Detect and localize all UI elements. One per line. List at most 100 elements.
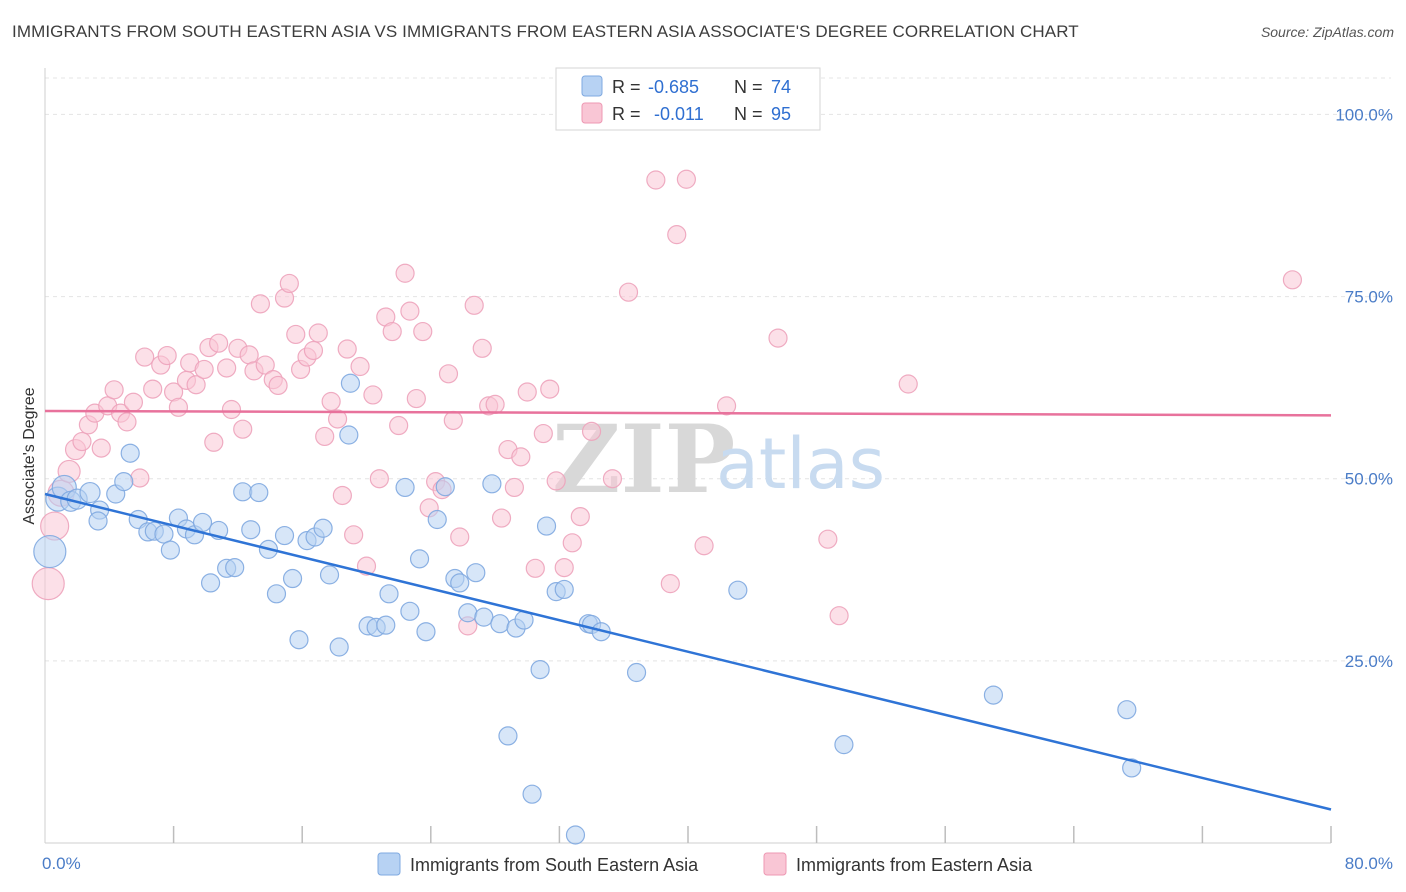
south-eastern-asia-point [435, 477, 455, 497]
south-eastern-asia-point [834, 735, 854, 755]
eastern-asia-point [186, 375, 206, 395]
south-eastern-asia-point [474, 607, 494, 627]
south-eastern-asia-point [329, 637, 349, 657]
eastern-asia-point [369, 469, 389, 489]
south-eastern-asia-point [274, 525, 295, 546]
eastern-asia-point [194, 359, 214, 380]
eastern-asia-point [546, 471, 566, 491]
south-eastern-asia-point [192, 512, 213, 533]
eastern-asia-point [1282, 270, 1303, 290]
x-tick-label-min: 0.0% [42, 854, 81, 873]
y-tick-label: 75.0% [1345, 288, 1393, 307]
x-tick-label-max: 80.0% [1345, 854, 1393, 873]
south-eastern-asia-point [728, 580, 748, 600]
south-eastern-asia-point [458, 603, 478, 623]
eastern-asia-point [239, 345, 259, 365]
eastern-asia-point [829, 606, 849, 626]
eastern-asia-point [540, 379, 560, 399]
series-south-eastern-asia-points [33, 373, 1142, 845]
eastern-asia-point [315, 426, 335, 447]
south-eastern-asia-point [282, 568, 303, 589]
south-eastern-asia-point [1117, 700, 1137, 720]
legend-r-value-1: -0.685 [648, 77, 699, 97]
watermark-atlas: atlas [716, 423, 885, 505]
y-axis-label: Associate's Degree [21, 387, 38, 524]
eastern-asia-point [554, 557, 574, 578]
south-eastern-asia-point [376, 615, 396, 635]
south-eastern-asia-point [482, 474, 502, 494]
eastern-asia-point [217, 358, 237, 378]
south-eastern-asia-point [88, 511, 108, 531]
x-ticks [172, 826, 1332, 843]
eastern-asia-point [450, 527, 470, 547]
y-tick-label: 25.0% [1345, 652, 1393, 671]
bottom-legend-swatch-pink [763, 852, 787, 876]
eastern-asia-point [389, 415, 409, 436]
eastern-asia-point [581, 421, 602, 441]
eastern-asia-point [438, 364, 459, 384]
eastern-asia-point [204, 432, 224, 452]
eastern-asia-point [472, 338, 492, 358]
eastern-asia-point [694, 536, 714, 556]
eastern-asia-point [667, 225, 687, 245]
south-eastern-asia-point [339, 425, 359, 445]
south-eastern-asia-point [340, 373, 361, 393]
eastern-asia-point [233, 419, 253, 439]
eastern-asia-point [646, 170, 666, 190]
eastern-asia-point [303, 340, 324, 361]
south-eastern-asia-point [395, 477, 415, 498]
south-eastern-asia-point [379, 584, 399, 604]
legend-r-label-1: R = [612, 77, 641, 97]
trend-lines [44, 409, 1332, 811]
eastern-asia-point [898, 374, 918, 394]
south-eastern-asia-point [1122, 758, 1142, 778]
eastern-asia-point [768, 328, 788, 348]
legend-n-label-2: N = [734, 104, 763, 124]
eastern-asia-point [157, 345, 177, 366]
watermark-zip: ZIP [552, 405, 735, 515]
south-eastern-asia-point [498, 726, 518, 746]
legend-swatch-blue [581, 75, 603, 97]
eastern-asia-point [209, 333, 229, 353]
chart-title: IMMIGRANTS FROM SOUTH EASTERN ASIA VS IM… [12, 22, 1079, 41]
south-eastern-asia-point [249, 482, 269, 503]
trend-line-eastern-asia [44, 409, 1332, 417]
eastern-asia-point [321, 391, 341, 412]
eastern-asia-point [413, 321, 433, 342]
eastern-asia-point [337, 339, 357, 359]
eastern-asia-point [250, 294, 271, 314]
eastern-asia-point [511, 447, 531, 467]
south-eastern-asia-point [266, 584, 287, 604]
eastern-asia-point [135, 347, 155, 367]
eastern-asia-point [676, 169, 696, 189]
eastern-asia-point [332, 485, 352, 506]
south-eastern-asia-point [241, 520, 261, 540]
eastern-asia-point [130, 468, 150, 488]
eastern-asia-point [286, 324, 306, 345]
south-eastern-asia-point [289, 630, 309, 650]
south-eastern-asia-point [120, 443, 140, 463]
eastern-asia-point [363, 385, 383, 405]
south-eastern-asia-point [565, 825, 586, 845]
south-eastern-asia-point [466, 563, 486, 583]
south-eastern-asia-point [450, 573, 470, 593]
trend-line-south-eastern-asia [44, 492, 1332, 811]
south-eastern-asia-point [416, 622, 436, 642]
eastern-asia-point [327, 409, 348, 429]
bottom-legend-label-blue: Immigrants from South Eastern Asia [410, 855, 699, 875]
legend-swatch-pink [581, 102, 603, 124]
eastern-asia-point [562, 533, 582, 553]
south-eastern-asia-point [225, 557, 245, 578]
south-eastern-asia-point [490, 614, 510, 634]
eastern-asia-point [221, 399, 242, 420]
eastern-asia-point [491, 508, 512, 528]
legend-n-value-2: 95 [771, 104, 791, 124]
eastern-asia-point [143, 379, 163, 399]
south-eastern-asia-point [427, 509, 447, 530]
legend-r-label-2: R = [612, 104, 641, 124]
south-eastern-asia-point [536, 516, 557, 536]
eastern-asia-point [72, 431, 92, 452]
eastern-asia-point [344, 525, 364, 545]
eastern-asia-point [660, 574, 680, 594]
y-tick-labels: 100.0% 75.0% 50.0% 25.0% [1335, 105, 1393, 670]
